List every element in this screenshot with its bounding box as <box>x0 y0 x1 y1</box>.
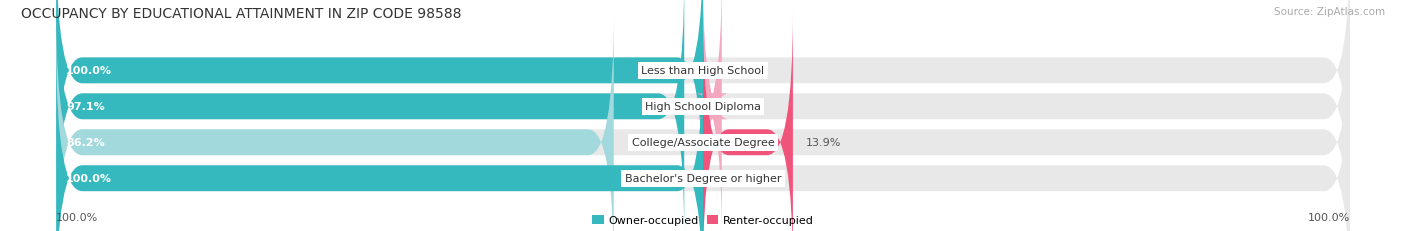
Text: Bachelor's Degree or higher: Bachelor's Degree or higher <box>624 173 782 183</box>
FancyBboxPatch shape <box>56 0 1350 231</box>
FancyBboxPatch shape <box>56 48 1350 231</box>
Text: 86.2%: 86.2% <box>66 138 104 148</box>
FancyBboxPatch shape <box>56 0 703 201</box>
Text: Less than High School: Less than High School <box>641 66 765 76</box>
FancyBboxPatch shape <box>56 0 685 231</box>
FancyBboxPatch shape <box>56 12 614 231</box>
FancyBboxPatch shape <box>56 12 1350 231</box>
Text: 0.0%: 0.0% <box>716 66 744 76</box>
Text: 13.9%: 13.9% <box>806 138 841 148</box>
Text: 97.1%: 97.1% <box>66 102 104 112</box>
Text: 100.0%: 100.0% <box>66 173 112 183</box>
FancyBboxPatch shape <box>696 0 728 231</box>
FancyBboxPatch shape <box>703 12 793 231</box>
Text: 0.0%: 0.0% <box>716 173 744 183</box>
Text: OCCUPANCY BY EDUCATIONAL ATTAINMENT IN ZIP CODE 98588: OCCUPANCY BY EDUCATIONAL ATTAINMENT IN Z… <box>21 7 461 21</box>
Text: High School Diploma: High School Diploma <box>645 102 761 112</box>
Text: 100.0%: 100.0% <box>56 212 98 222</box>
Text: 100.0%: 100.0% <box>66 66 112 76</box>
FancyBboxPatch shape <box>56 48 703 231</box>
Legend: Owner-occupied, Renter-occupied: Owner-occupied, Renter-occupied <box>592 215 814 225</box>
Text: 100.0%: 100.0% <box>1308 212 1350 222</box>
Text: Source: ZipAtlas.com: Source: ZipAtlas.com <box>1274 7 1385 17</box>
Text: College/Associate Degree: College/Associate Degree <box>631 138 775 148</box>
Text: 2.9%: 2.9% <box>735 102 763 112</box>
FancyBboxPatch shape <box>56 0 1350 201</box>
